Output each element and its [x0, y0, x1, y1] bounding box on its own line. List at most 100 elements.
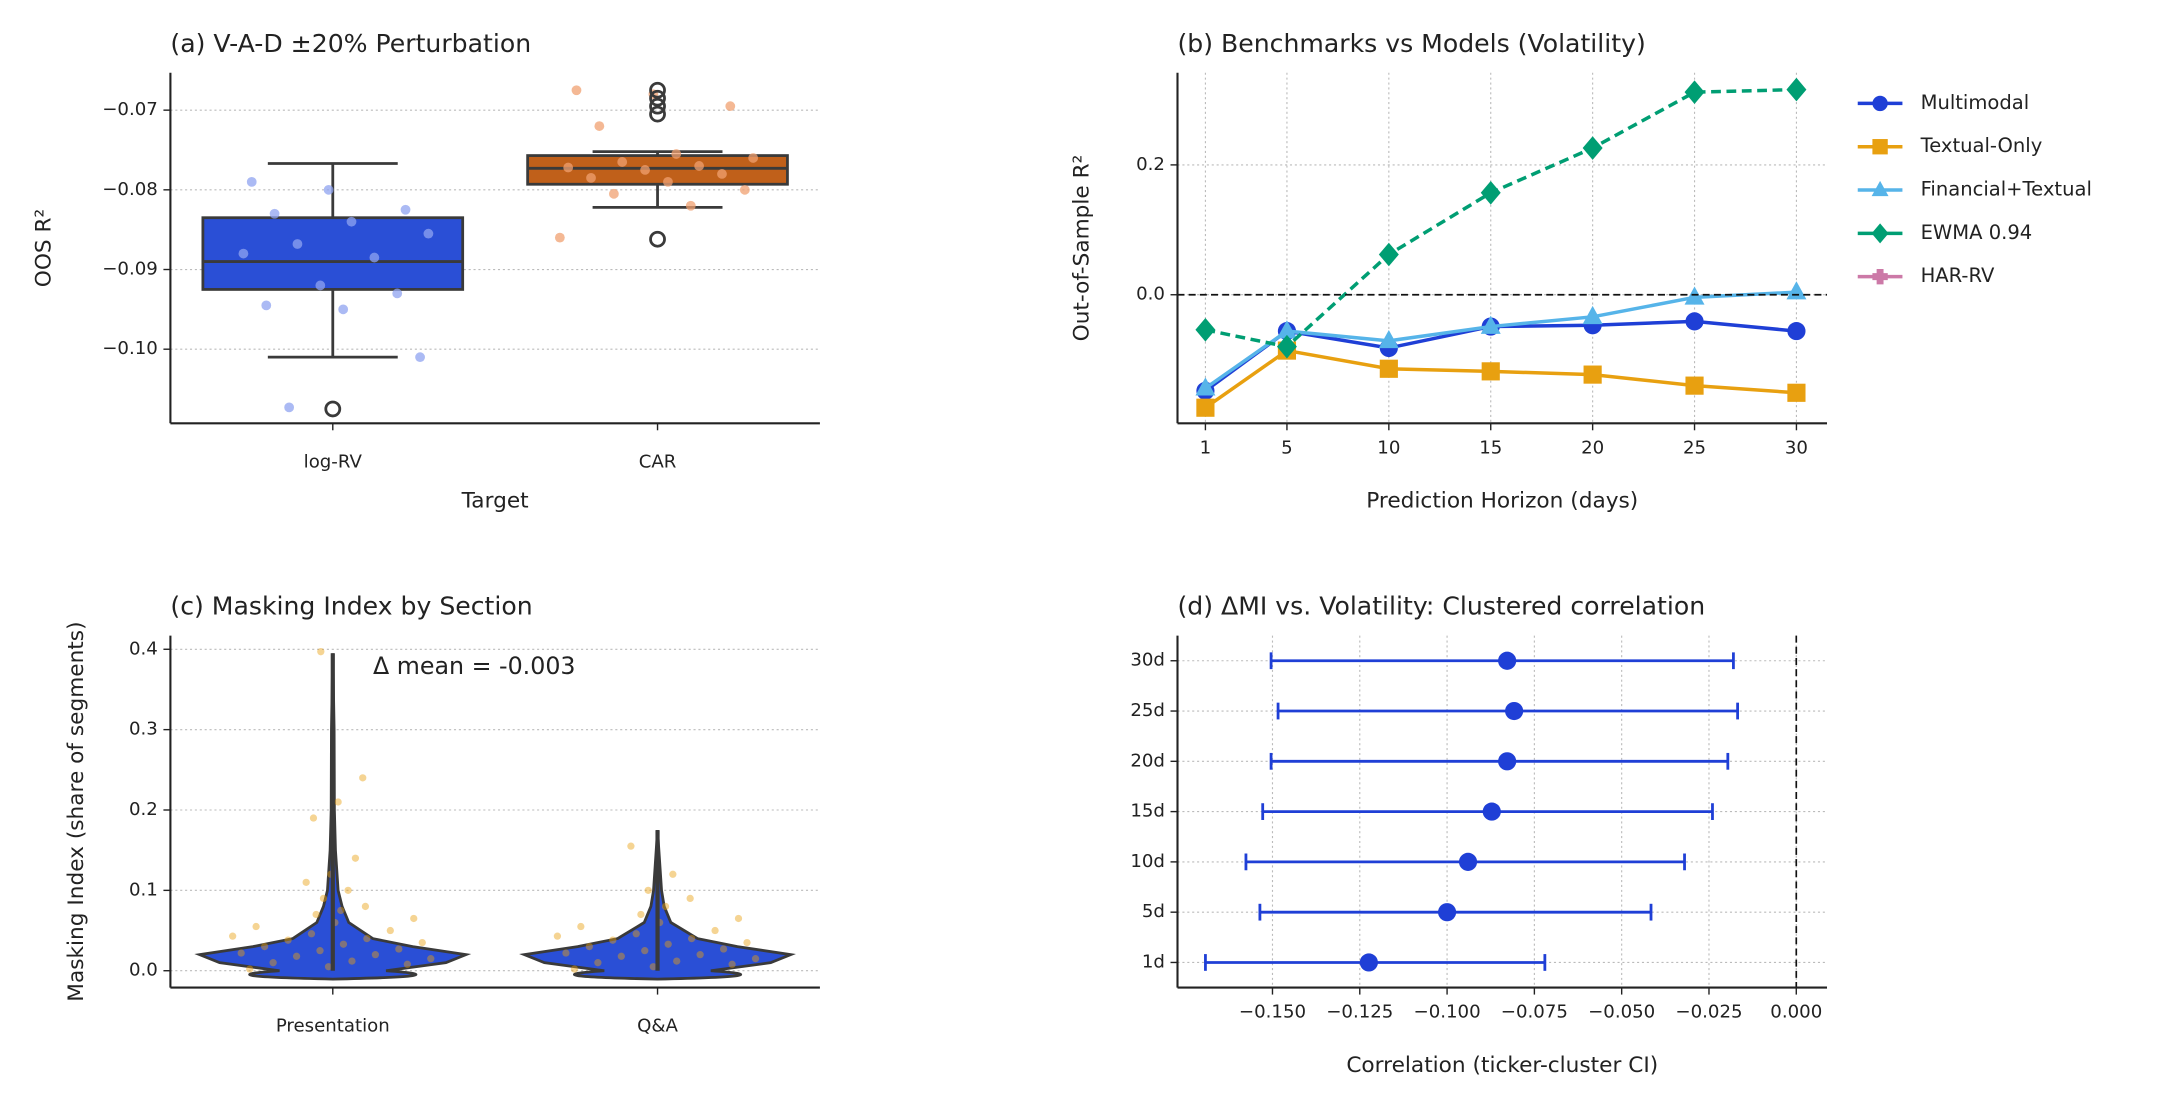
strip-point [586, 172, 596, 183]
x-tick-label: −0.100 [1414, 1002, 1481, 1023]
strip-point [711, 926, 719, 935]
legend-label: HAR-RV [1921, 264, 1995, 287]
point [1359, 953, 1378, 972]
strip-point [292, 239, 303, 249]
flier [324, 400, 342, 418]
x-tick-label: 15 [1479, 437, 1502, 458]
strip-point [571, 85, 582, 96]
strip-point [346, 216, 357, 227]
strip-point [302, 878, 310, 886]
x-tick-label: −0.075 [1501, 1002, 1568, 1023]
strip-point [637, 910, 645, 919]
strip-point [334, 798, 342, 806]
strip-point [748, 153, 759, 163]
strip-point [728, 960, 736, 968]
y-tick-label: 0.1 [129, 879, 158, 900]
marker [1276, 334, 1297, 359]
strip-point [719, 945, 728, 953]
marker [1195, 377, 1216, 396]
strip-point [717, 169, 727, 179]
strip-point [563, 162, 574, 173]
strip-point [669, 870, 677, 878]
strip-point [324, 963, 333, 971]
x-tick-label: −0.150 [1239, 1002, 1306, 1023]
marker [1276, 320, 1297, 339]
strip-point [553, 932, 562, 940]
y-tick-label: 15d [1130, 801, 1165, 822]
strip-point [627, 842, 635, 850]
point [1498, 651, 1517, 670]
flier [649, 105, 666, 123]
strip-point [617, 157, 628, 167]
marker [1872, 139, 1888, 155]
strip-point [392, 288, 403, 299]
y-tick-label: −0.10 [102, 338, 158, 359]
y-tick-label: −0.07 [102, 99, 158, 120]
strip-point [609, 936, 617, 944]
marker [1786, 77, 1807, 102]
y-tick-label: 10d [1130, 851, 1165, 872]
strip-point [260, 942, 269, 951]
strip-point [410, 914, 418, 923]
y-axis-label: Out-of-Sample R² [1070, 155, 1095, 342]
strip-point [751, 955, 760, 963]
chart-title: (a) V-A-D ±20% Perturbation [170, 29, 531, 58]
x-tick-label: 10 [1377, 437, 1400, 458]
x-tick-label: 25 [1683, 437, 1706, 458]
strip-point [323, 184, 334, 195]
strip-point [663, 176, 673, 187]
strip-point [315, 280, 326, 291]
marker [1195, 318, 1216, 342]
y-tick-label: 0.2 [1136, 154, 1165, 175]
legend-label: Textual-Only [1920, 134, 2043, 157]
strip-point [644, 886, 652, 894]
strip-point [694, 161, 704, 171]
strip-point [348, 957, 356, 965]
marker [1872, 268, 1888, 285]
point [1458, 852, 1478, 871]
strip-point [570, 965, 579, 973]
y-tick-label: 0.4 [129, 638, 158, 659]
strip-point [238, 248, 249, 259]
strip-point [386, 926, 394, 935]
strip-point [427, 955, 435, 963]
strip-point [577, 922, 585, 931]
chart-title: (c) Masking Index by Section [170, 592, 532, 621]
strip-point [661, 902, 670, 911]
marker [1685, 312, 1704, 331]
strip-point [292, 952, 301, 960]
marker [1583, 365, 1602, 384]
flier [649, 81, 666, 99]
legend-label: EWMA 0.94 [1921, 221, 2033, 244]
x-tick-label: 1 [1200, 437, 1212, 458]
x-tick-label: log-RV [304, 451, 363, 472]
marker [1787, 322, 1806, 341]
x-axis-label: Prediction Horizon (days) [1366, 489, 1638, 514]
x-tick-label: 0.000 [1770, 1002, 1822, 1023]
flier [649, 97, 666, 115]
marker [1786, 281, 1807, 300]
y-tick-label: 0.0 [129, 960, 158, 981]
strip-point [312, 910, 320, 919]
y-tick-label: 0.0 [1136, 284, 1165, 305]
x-tick-label: CAR [639, 451, 677, 472]
marker [1378, 329, 1399, 349]
x-tick-label: −0.125 [1326, 1002, 1393, 1023]
strip-point [319, 894, 328, 903]
x-tick-label: Q&A [637, 1016, 678, 1037]
y-tick-label: 30d [1130, 650, 1165, 671]
y-axis-label: OOS R² [32, 209, 57, 287]
y-axis-label: Masking Index (share of segments) [64, 621, 89, 1001]
x-tick-label: 30 [1785, 437, 1808, 458]
marker [1787, 383, 1806, 402]
point [1505, 701, 1524, 721]
marker [1379, 359, 1398, 378]
y-tick-label: 0.2 [129, 799, 158, 820]
strip-point [664, 940, 672, 948]
marker [1480, 181, 1501, 205]
strip-point [418, 938, 426, 947]
strip-point [673, 957, 681, 965]
strip-point [246, 176, 257, 187]
marker [1871, 180, 1889, 197]
strip-point [338, 304, 349, 315]
